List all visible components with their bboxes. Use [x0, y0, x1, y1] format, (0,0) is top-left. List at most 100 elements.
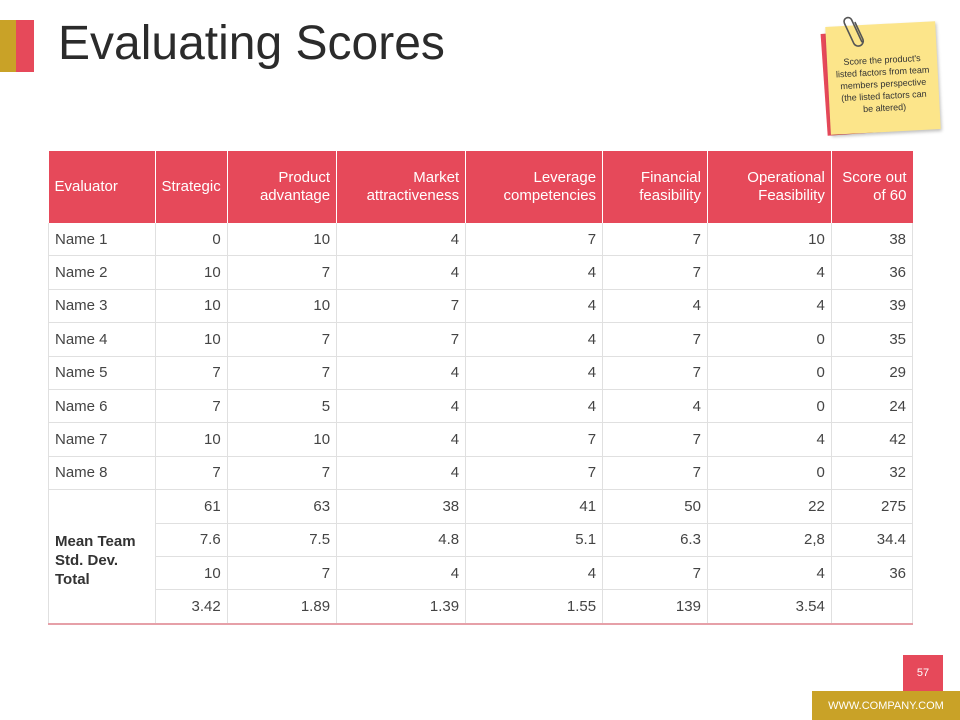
score-cell: 10	[227, 223, 338, 257]
summary-cell: 5.1	[465, 523, 604, 557]
scores-table: Evaluator Strategic Product advantage Ma…	[48, 151, 914, 625]
evaluator-name-cell: Name 6	[48, 389, 156, 424]
table-row: Name 2 10 7 4 4 7 4 36	[48, 255, 914, 290]
summary-row: 7.6 7.5 4.8 5.1 6.3 2,8 34.4	[49, 523, 914, 557]
score-cell: 0	[155, 223, 228, 257]
summary-cell: 2,8	[707, 523, 832, 557]
score-cell: 10	[155, 322, 228, 357]
header-financial-feasibility: Financial feasibility	[602, 151, 708, 223]
score-cell: 10	[227, 289, 338, 324]
summary-cell: 41	[465, 489, 604, 524]
red-accent-bar	[16, 20, 34, 72]
header-operational-feasibility: Operational Feasibility	[707, 151, 832, 223]
score-cell: 7	[602, 456, 708, 491]
score-cell: 7	[227, 456, 338, 491]
page-title: Evaluating Scores	[58, 17, 445, 70]
paperclip-icon	[843, 16, 865, 47]
score-cell: 10	[227, 422, 338, 457]
footer-url: WWW.COMPANY.COM	[812, 691, 960, 720]
page-number: 57	[903, 655, 943, 691]
score-cell: 38	[831, 223, 914, 257]
summary-cell: 7.6	[155, 523, 228, 557]
score-cell: 4	[336, 422, 467, 457]
summary-cell: 61	[155, 489, 228, 524]
evaluator-name-cell: Name 7	[48, 422, 156, 457]
score-cell: 0	[707, 389, 832, 424]
summary-cell: 4.8	[336, 523, 467, 557]
score-cell: 7	[602, 356, 708, 390]
evaluator-name-cell: Name 4	[48, 322, 156, 357]
score-cell: 4	[336, 389, 467, 424]
gold-accent-bar	[0, 20, 16, 72]
score-cell: 4	[707, 289, 832, 324]
header-product-advantage: Product advantage	[227, 151, 338, 223]
score-cell: 7	[602, 223, 708, 257]
summary-cell: 4	[465, 556, 604, 591]
sticky-note-paper: Score the product's listed factors from …	[825, 21, 941, 135]
evaluator-name-cell: Name 2	[48, 255, 156, 290]
summary-cell: 7.5	[227, 523, 338, 557]
score-cell: 10	[155, 255, 228, 290]
score-cell: 7	[602, 422, 708, 457]
score-cell: 7	[465, 223, 604, 257]
score-cell: 7	[336, 289, 467, 324]
score-cell: 4	[336, 223, 467, 257]
score-cell: 36	[831, 255, 914, 290]
sticky-note: Score the product's listed factors from …	[820, 16, 946, 140]
score-cell: 4	[465, 289, 604, 324]
score-cell: 35	[831, 322, 914, 357]
table-row: Name 7 10 10 4 7 7 4 42	[48, 422, 914, 457]
score-cell: 4	[707, 422, 832, 457]
header-score-out-of-60: Score out of 60	[831, 151, 913, 223]
summary-cell: 34.4	[831, 523, 914, 557]
score-cell: 4	[602, 289, 708, 324]
score-cell: 0	[707, 356, 832, 390]
score-cell: 10	[155, 289, 228, 324]
score-cell: 7	[227, 356, 338, 390]
summary-cell: 10	[155, 556, 228, 591]
header-strategic: Strategic	[155, 151, 228, 223]
table-header-row: Evaluator Strategic Product advantage Ma…	[48, 151, 913, 223]
summary-cell: 275	[831, 489, 914, 524]
summary-label-cell: Mean Team Std. Dev. Total	[48, 489, 156, 625]
score-cell: 4	[465, 389, 604, 424]
score-cell: 7	[155, 389, 228, 424]
evaluator-name-cell: Name 8	[48, 456, 156, 491]
score-cell: 7	[602, 322, 708, 357]
evaluator-name-cell: Name 1	[48, 223, 156, 257]
summary-cell: 63	[227, 489, 338, 524]
summary-cell: 4	[707, 556, 832, 591]
table-row: Name 5 7 7 4 4 7 0 29	[48, 356, 914, 390]
score-cell: 10	[707, 223, 832, 257]
evaluator-name-cell: Name 3	[48, 289, 156, 324]
summary-cell: 3.42	[155, 589, 228, 625]
table-row: Name 1 0 10 4 7 7 10 38	[48, 223, 914, 257]
summary-cell: 1.55	[465, 589, 604, 625]
summary-cell: 36	[831, 556, 914, 591]
summary-cell: 50	[602, 489, 708, 524]
score-cell: 24	[831, 389, 914, 424]
score-cell: 7	[465, 456, 604, 491]
summary-cell: 22	[707, 489, 832, 524]
table-row: Name 6 7 5 4 4 4 0 24	[48, 389, 914, 424]
table-row: Name 4 10 7 7 4 7 0 35	[48, 322, 914, 357]
summary-label: Mean Team	[55, 532, 136, 550]
summary-row: 3.42 1.89 1.39 1.55 139 3.54	[49, 589, 914, 625]
score-cell: 7	[227, 255, 338, 290]
score-cell: 7	[465, 422, 604, 457]
score-cell: 4	[602, 389, 708, 424]
score-cell: 7	[227, 322, 338, 357]
score-cell: 7	[336, 322, 467, 357]
score-cell: 4	[465, 356, 604, 390]
score-cell: 4	[707, 255, 832, 290]
score-cell: 4	[336, 255, 467, 290]
header-market-attractiveness: Market attractiveness	[336, 151, 467, 223]
summary-cell: 139	[602, 589, 708, 625]
score-cell: 7	[155, 456, 228, 491]
score-cell: 5	[227, 389, 338, 424]
sticky-note-text: Score the product's listed factors from …	[835, 53, 930, 115]
score-cell: 7	[155, 356, 228, 390]
summary-row: 10 7 4 4 7 4 36	[49, 556, 914, 591]
header-leverage-competencies: Leverage competencies	[465, 151, 604, 223]
score-cell: 39	[831, 289, 914, 324]
